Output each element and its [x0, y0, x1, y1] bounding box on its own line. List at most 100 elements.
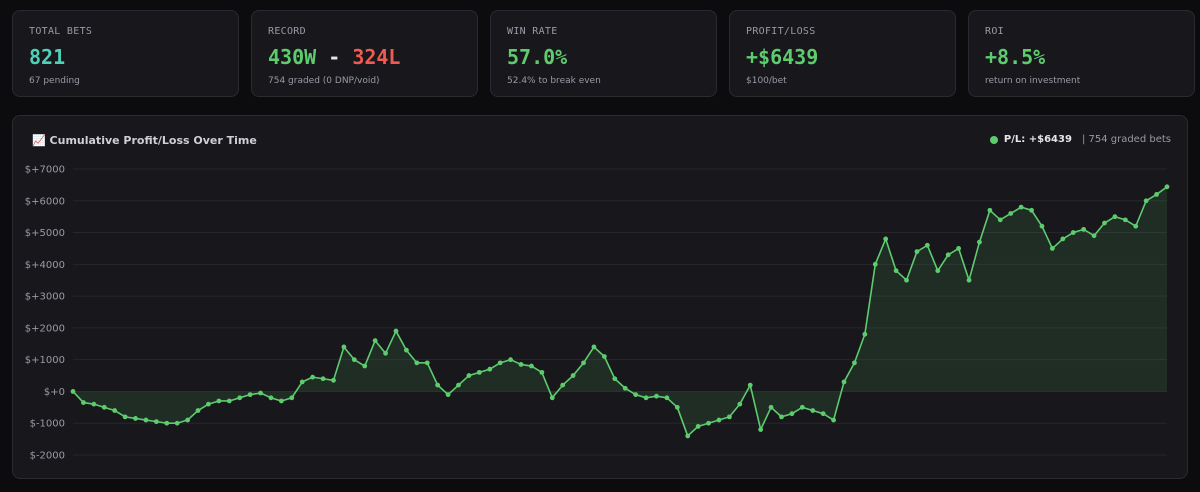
- pl-data-point: [195, 408, 201, 413]
- card-subtext: $100/bet: [746, 76, 787, 86]
- pl-data-point: [633, 392, 639, 398]
- pl-data-point: [424, 360, 430, 366]
- legend-dot: [989, 135, 998, 144]
- pl-data-point: [977, 239, 982, 245]
- pl-data-point: [674, 404, 680, 410]
- pl-data-point: [560, 382, 566, 388]
- pl-data-point: [1143, 198, 1149, 204]
- pl-data-point: [747, 382, 753, 388]
- pl-data-point: [612, 376, 618, 382]
- win-rate-card: WIN RATE 57.0% 52.4% to break even: [490, 10, 717, 97]
- pl-data-point: [1081, 226, 1087, 232]
- card-label: PROFIT/LOSS: [746, 26, 816, 37]
- pl-data-point: [414, 360, 420, 366]
- y-tick-label: $-1000: [30, 419, 65, 430]
- pl-data-point: [310, 374, 316, 380]
- pl-data-point: [549, 395, 555, 401]
- pl-data-point: [1154, 192, 1159, 197]
- pl-data-point: [1164, 184, 1170, 190]
- pl-data-point: [258, 390, 263, 396]
- total-bets-value: 821: [29, 45, 66, 69]
- pl-data-point: [331, 377, 336, 383]
- roi-value: +8.5%: [985, 45, 1046, 69]
- pl-data-point: [727, 414, 732, 420]
- pl-data-point: [351, 357, 357, 363]
- card-label: ROI: [985, 26, 1004, 37]
- pl-data-point: [893, 268, 899, 274]
- pl-data-point: [456, 382, 461, 388]
- stats-cards: TOTAL BETS 821 67 pending RECORD 430W - …: [12, 10, 1195, 97]
- card-subtext: 67 pending: [29, 76, 80, 86]
- pl-data-point: [831, 417, 836, 423]
- pl-data-point: [758, 427, 764, 432]
- card-label: WIN RATE: [507, 26, 558, 37]
- pl-data-point: [737, 401, 743, 407]
- pl-data-point: [289, 395, 295, 401]
- cumulative-pl-chart-panel: $+7000 $+6000 $+5000 $+4000 $+3000 $+2000 $+10…: [12, 115, 1188, 479]
- pl-data-point: [237, 395, 243, 401]
- pl-area-fill: [73, 186, 1167, 436]
- pl-data-point: [570, 373, 576, 378]
- pl-data-point: [185, 417, 191, 423]
- win-rate-value: 57.0%: [507, 45, 568, 69]
- y-tick-label: $+6000: [25, 196, 65, 207]
- y-tick-label: $+5000: [25, 228, 65, 239]
- pl-data-point: [852, 360, 857, 366]
- pl-data-point: [393, 328, 399, 334]
- record-value: 430W - 324L: [268, 46, 461, 68]
- total-bets-card: TOTAL BETS 821 67 pending: [12, 10, 239, 97]
- pl-data-point: [508, 357, 513, 363]
- pl-data-point: [706, 420, 711, 426]
- pl-data-point: [278, 398, 284, 404]
- pl-data-point: [81, 400, 86, 405]
- pl-data-point: [810, 408, 816, 413]
- pl-data-point: [716, 417, 722, 423]
- pl-data-point: [268, 395, 274, 401]
- pl-data-point: [341, 344, 347, 350]
- pl-data-point: [206, 401, 211, 407]
- roi-card: ROI +8.5% return on investment: [968, 10, 1195, 97]
- pl-data-point: [1008, 211, 1014, 216]
- pl-data-point: [101, 404, 107, 410]
- pl-data-point: [1049, 246, 1055, 251]
- cumulative-pl-chart: $+7000 $+6000 $+5000 $+4000 $+3000 $+2000 $+10…: [25, 165, 1170, 462]
- pl-data-point: [987, 207, 993, 213]
- pl-data-point: [404, 347, 409, 353]
- pl-data-point: [622, 385, 628, 391]
- pl-data-point: [497, 360, 503, 366]
- record-card: RECORD 430W - 324L 754 graded (0 DNP/voi…: [251, 10, 478, 97]
- pl-data-point: [174, 420, 180, 426]
- pl-data-point: [1039, 223, 1045, 229]
- pl-data-point: [924, 242, 930, 248]
- pl-data-point: [320, 376, 326, 382]
- pl-data-point: [91, 401, 97, 407]
- pl-data-point: [1018, 204, 1024, 210]
- y-tick-label: $-2000: [30, 451, 65, 462]
- pl-data-point: [435, 382, 441, 388]
- pl-data-point: [226, 398, 232, 404]
- pl-data-point: [1091, 233, 1097, 239]
- card-label: RECORD: [268, 26, 306, 37]
- card-subtext: 52.4% to break even: [507, 76, 601, 86]
- pl-series-line: [72, 186, 1168, 437]
- pl-data-point: [529, 363, 534, 369]
- pl-data-point: [945, 252, 951, 258]
- pl-data-point: [1029, 207, 1034, 213]
- card-subtext: return on investment: [985, 76, 1081, 86]
- pl-data-point: [820, 411, 826, 417]
- pl-data-point: [966, 277, 972, 283]
- pl-data-point: [216, 398, 222, 404]
- pl-data-point: [591, 344, 597, 350]
- pl-data-point: [768, 404, 774, 410]
- y-tick-label: $+2000: [25, 323, 65, 334]
- pl-data-point: [466, 373, 472, 378]
- record-separator: -: [328, 45, 341, 69]
- chart-title: 📈 Cumulative Profit/Loss Over Time: [32, 134, 257, 147]
- pl-data-point: [862, 331, 868, 337]
- pl-data-point: [956, 246, 962, 251]
- pl-data-point: [247, 392, 253, 398]
- card-subtext: 754 graded (0 DNP/void): [268, 76, 380, 86]
- pl-data-point: [445, 392, 451, 398]
- y-tick-label: $+0: [44, 387, 65, 398]
- card-label: TOTAL BETS: [29, 26, 93, 37]
